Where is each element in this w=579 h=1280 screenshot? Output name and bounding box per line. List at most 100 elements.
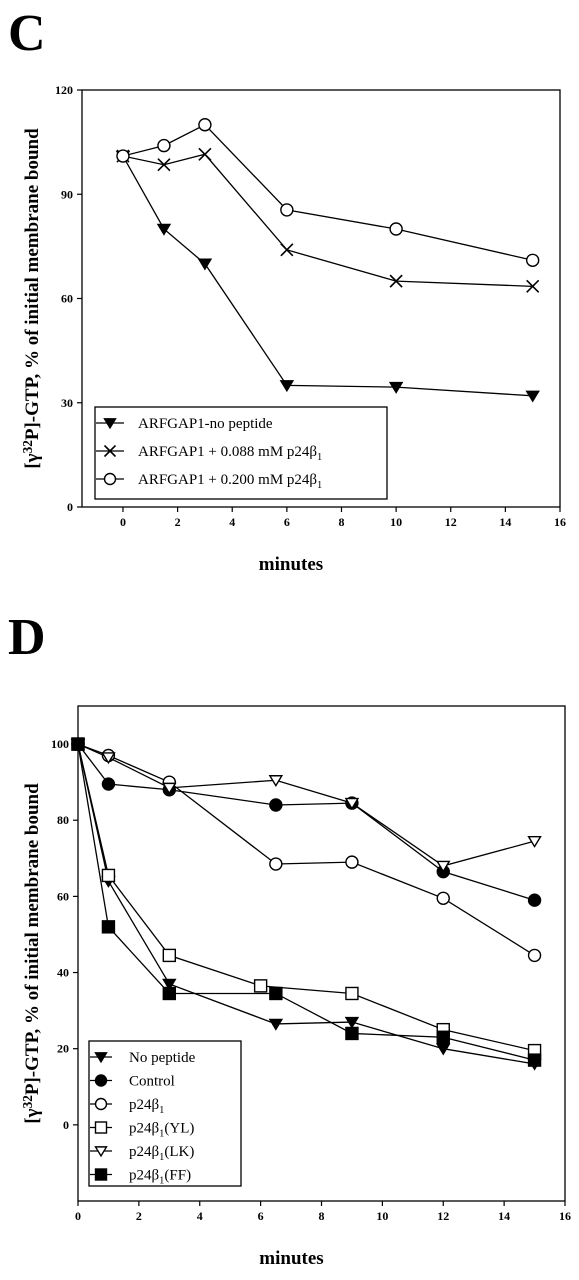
legend-item: p24β1 (90, 1097, 164, 1116)
series-4 (70, 738, 542, 873)
legend-marker (103, 418, 117, 430)
x-tick-label: 10 (376, 1209, 388, 1223)
series-line (77, 743, 535, 901)
legend-box (88, 1040, 242, 1187)
x-tick-label: 10 (390, 515, 402, 529)
legend-item: Control (90, 1074, 175, 1090)
x-tick-label: 2 (136, 1209, 142, 1223)
x-tick-label: 0 (120, 515, 126, 529)
y-tick-label: 0 (67, 500, 73, 514)
legend-marker (103, 444, 117, 458)
x-tick-label: 0 (75, 1209, 81, 1223)
data-point (162, 948, 177, 963)
legend-label: ARFGAP1-no peptide (138, 416, 273, 432)
data-point (162, 782, 177, 795)
x-tick-label: 6 (258, 1209, 264, 1223)
data-point (388, 381, 404, 394)
series-0 (115, 150, 540, 403)
legend-label: p24β1 (129, 1097, 164, 1116)
chart-panel-c: 0 2 4 6 8 10 12 14 16 0 30 60 90 120 minutes [γ32P]-GTP… (20, 83, 566, 575)
series-1 (116, 147, 540, 293)
data-point (280, 243, 294, 257)
y-tick-label: 60 (57, 889, 69, 903)
y-tick-label: 100 (51, 737, 69, 751)
data-point (345, 855, 359, 869)
legend-marker (94, 1052, 108, 1064)
data-point (345, 986, 359, 1001)
series-2 (116, 118, 540, 267)
data-point (162, 978, 177, 991)
y-axis-label: [γ32P]-GTP, % of initial membrane bound (20, 128, 43, 469)
data-point (198, 118, 212, 132)
data-point (344, 1016, 360, 1029)
data-point (253, 979, 268, 993)
x-tick-label: 16 (554, 515, 566, 529)
data-point (269, 798, 283, 812)
x-tick-label: 16 (559, 1209, 571, 1223)
legend-marker (94, 1121, 108, 1134)
data-point (101, 868, 116, 883)
legend-label: Control (129, 1074, 175, 1090)
data-point (436, 891, 450, 905)
series-2 (71, 737, 542, 963)
data-point (101, 777, 116, 791)
y-tick-label: 30 (61, 396, 73, 410)
data-point (527, 835, 542, 848)
legend-item: ARFGAP1-no peptide (96, 416, 273, 432)
chart-panel-d: 0 2 4 6 8 10 12 14 16 0 20 40 60 80 100 minutes [γ32P]-G… (20, 705, 571, 1269)
legend-item: p24β1(FF) (90, 1168, 191, 1187)
x-tick-label: 2 (175, 515, 181, 529)
legend-marker (94, 1168, 108, 1181)
data-point (269, 857, 283, 871)
legend-label: p24β1(FF) (129, 1168, 191, 1187)
panel-c-letter: C (8, 5, 46, 62)
series-1 (71, 737, 542, 907)
data-point (116, 149, 130, 163)
x-tick-label: 4 (229, 515, 235, 529)
data-point (280, 203, 294, 217)
data-point (527, 893, 542, 907)
series-line (77, 743, 535, 1065)
x-tick-label: 8 (338, 515, 344, 529)
y-axis-label: [γ32P]-GTP, % of initial membrane bound (20, 783, 43, 1124)
x-tick-label: 6 (284, 515, 290, 529)
data-point (525, 390, 540, 403)
y-tick-label: 20 (57, 1042, 69, 1056)
marker-stroke (389, 274, 403, 288)
series-5 (71, 737, 542, 1067)
series-line (122, 123, 533, 261)
legend-item: p24β1(LK) (90, 1144, 194, 1163)
legend-label: p24β1(YL) (129, 1121, 194, 1140)
legend: ARFGAP1-no peptide ARFGAP1 + 0.088 mM p24… (94, 406, 388, 500)
x-tick-label: 4 (197, 1209, 203, 1223)
data-point (389, 222, 403, 236)
series-line (122, 153, 533, 287)
data-point (436, 1043, 451, 1056)
data-point (525, 253, 540, 267)
y-tick-label: 60 (61, 292, 73, 306)
data-point (71, 737, 85, 751)
y-tick-label: 90 (61, 187, 73, 201)
data-point (197, 258, 213, 271)
data-point (527, 948, 542, 963)
data-point (101, 752, 116, 765)
data-point (279, 380, 295, 393)
legend-label: No peptide (129, 1050, 196, 1066)
data-point (198, 147, 212, 161)
x-tick-label: 12 (445, 515, 457, 529)
data-point (389, 274, 403, 288)
legend-marker (94, 1097, 108, 1111)
legend-item: p24β1(YL) (90, 1121, 194, 1140)
data-point (344, 797, 360, 810)
marker-stroke (198, 147, 212, 161)
legend-label: ARFGAP1 + 0.088 mM p24β1 (138, 444, 322, 463)
data-point (436, 860, 451, 873)
data-point (268, 1018, 284, 1031)
series-line (77, 743, 535, 867)
x-tick-label: 14 (498, 1209, 510, 1223)
data-point (157, 158, 171, 172)
legend-marker (103, 472, 117, 486)
data-point (101, 920, 116, 934)
x-axis-label: minutes (259, 1248, 323, 1269)
